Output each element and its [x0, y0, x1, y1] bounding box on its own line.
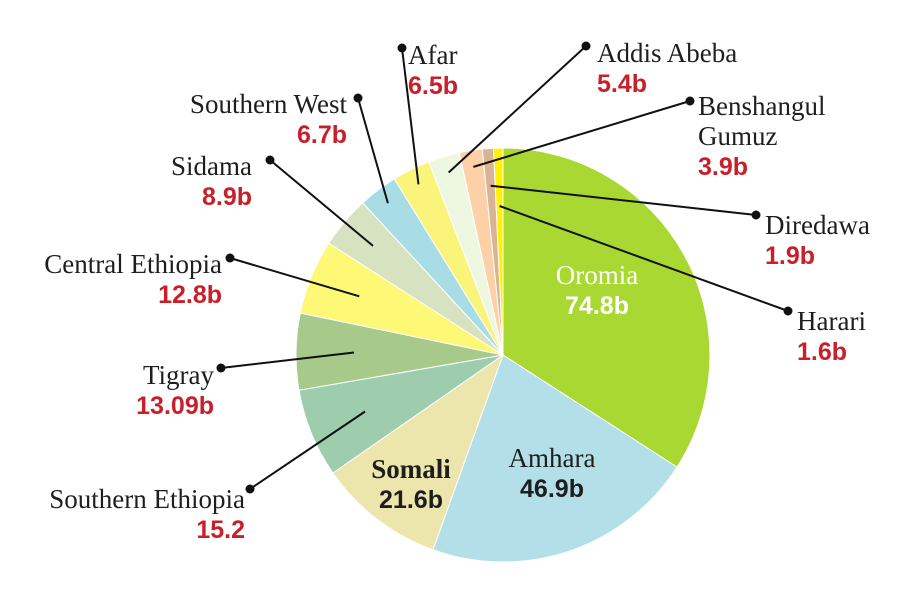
- slice-value-oromia: 74.8b: [565, 292, 629, 320]
- leader-line-harari: [499, 205, 789, 312]
- leader-dot-southern-ethiopia: [245, 484, 255, 494]
- leader-dot-benshangul-gumuz: [685, 96, 695, 106]
- leader-line-southern-west: [357, 97, 389, 204]
- slice-name-central-ethiopia: Central Ethiopia: [44, 249, 222, 279]
- leader-dot-diredawa: [751, 210, 761, 220]
- slice-name-afar: Afar: [408, 40, 457, 70]
- leader-dot-sidama: [265, 155, 275, 165]
- slice-value-southern-ethiopia: 15.2: [196, 516, 245, 544]
- slice-value-addis-abeba: 5.4b: [597, 70, 647, 98]
- slice-value-benshangul-gumuz: 3.9b: [698, 153, 748, 181]
- leader-line-central-ethiopia: [229, 257, 360, 298]
- pie-slices: [295, 147, 711, 563]
- leader-dot-addis-abeba: [581, 41, 591, 51]
- leader-line-benshangul-gumuz: [473, 100, 691, 168]
- slice-name-harari: Harari: [797, 306, 866, 336]
- leader-line-sidama: [269, 159, 374, 247]
- leader-dot-tigray: [216, 363, 226, 373]
- slice-name-diredawa: Diredawa: [765, 210, 870, 240]
- slice-value-afar: 6.5b: [408, 72, 458, 100]
- slice-name-oromia: Oromia: [556, 260, 638, 290]
- slice-name-somali: Somali: [371, 454, 451, 484]
- leader-line-diredawa: [490, 184, 757, 216]
- slice-name-southern-ethiopia: Southern Ethiopia: [49, 484, 245, 514]
- slice-name-addis-abeba: Addis Abeba: [597, 38, 737, 68]
- leader-line-tigray: [220, 351, 355, 369]
- leader-line-southern-ethiopia: [249, 410, 366, 490]
- slice-value-tigray: 13.09b: [136, 392, 214, 420]
- slice-value-harari: 1.6b: [797, 338, 847, 366]
- slice-name-southern-west: Southern West: [190, 89, 348, 119]
- leader-dot-harari: [783, 306, 793, 316]
- slice-harari: [492, 147, 504, 356]
- slice-amhara: [432, 354, 678, 563]
- slice-name-tigray: Tigray: [143, 360, 215, 390]
- leader-dot-southern-west: [353, 93, 363, 103]
- slice-value-somali: 21.6b: [379, 486, 443, 514]
- slice-value-central-ethiopia: 12.8b: [158, 281, 222, 309]
- leader-lines: [216, 41, 793, 494]
- leader-line-addis-abeba: [447, 45, 587, 174]
- leader-line-afar: [401, 47, 420, 185]
- slice-name-amhara: Amhara: [509, 443, 596, 473]
- leader-dot-central-ethiopia: [225, 253, 235, 263]
- slice-value-sidama: 8.9b: [202, 183, 252, 211]
- slice-name-benshangul-gumuz: Gumuz: [698, 121, 778, 151]
- slice-name-sidama: Sidama: [171, 151, 252, 181]
- slice-value-diredawa: 1.9b: [765, 242, 815, 270]
- slice-name-benshangul-gumuz: Benshangul: [698, 91, 826, 121]
- slice-value-southern-west: 6.7b: [297, 121, 347, 149]
- slice-value-amhara: 46.9b: [520, 475, 584, 503]
- slice-oromia: [502, 147, 711, 468]
- leader-dot-afar: [397, 43, 407, 53]
- slice-somali: [332, 353, 505, 551]
